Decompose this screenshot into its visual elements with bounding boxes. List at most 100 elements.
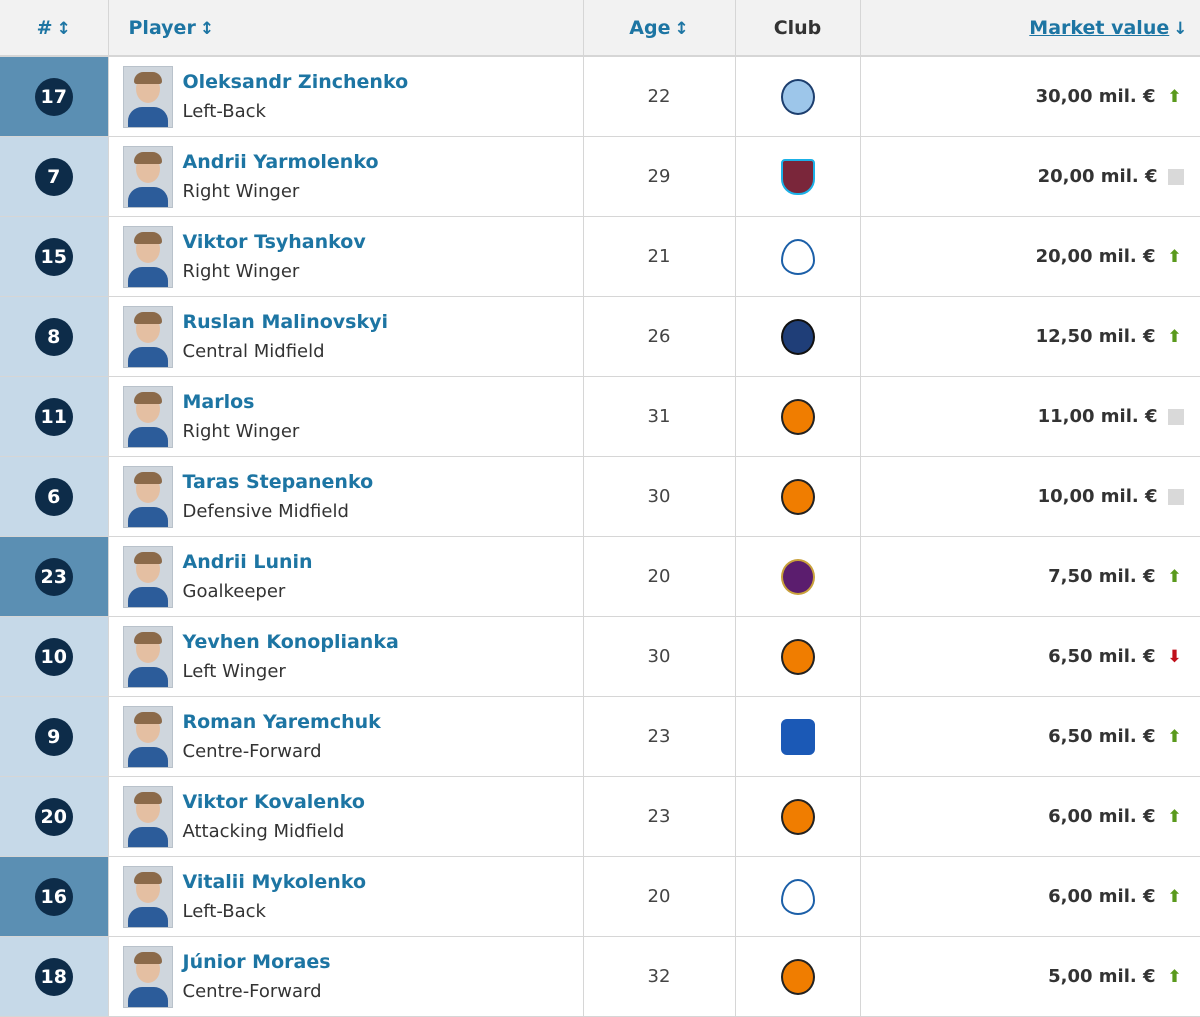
player-name-link[interactable]: Andrii Lunin [182,550,313,573]
shirt-number-cell: 16 [0,856,109,937]
player-photo[interactable] [122,625,173,688]
player-photo[interactable] [122,785,173,848]
market-value[interactable]: 6,00 mil. € [1048,886,1156,907]
player-name-link[interactable]: Viktor Kovalenko [182,790,365,813]
age-cell: 29 [583,136,736,217]
col-header-number[interactable]: # ↕ [0,0,109,57]
player-name-link[interactable]: Viktor Tsyhankov [182,230,366,253]
shirt-number-cell: 10 [0,616,109,697]
table-row: 10 Yevhen Konoplianka Left Winger 30 6,5… [0,616,1200,697]
trend-unchanged-icon [1167,489,1184,505]
market-value-cell: 6,00 mil. € ⬆ [860,776,1200,857]
col-header-player[interactable]: Player ↕ [108,0,584,57]
shakhtar-crest-icon[interactable] [780,398,815,435]
market-value[interactable]: 20,00 mil. € [1037,166,1158,187]
table-row: 15 Viktor Tsyhankov Right Winger 21 20,0… [0,216,1200,297]
table-row: 8 Ruslan Malinovskyi Central Midfield 26… [0,296,1200,377]
market-value[interactable]: 5,00 mil. € [1048,966,1156,987]
player-name-link[interactable]: Roman Yaremchuk [182,710,381,733]
shakhtar-crest-icon[interactable] [780,798,815,835]
player-name-link[interactable]: Yevhen Konoplianka [182,630,399,653]
trend-unchanged-icon [1167,409,1184,425]
player-photo[interactable] [122,705,173,768]
player-position: Defensive Midfield [182,500,349,522]
player-cell: Roman Yaremchuk Centre-Forward [108,696,584,777]
table-row: 17 Oleksandr Zinchenko Left-Back 22 30,0… [0,56,1200,137]
market-value[interactable]: 12,50 mil. € [1035,326,1156,347]
market-value[interactable]: 11,00 mil. € [1037,406,1158,427]
atalanta-crest-icon[interactable] [780,318,815,355]
player-name-link[interactable]: Júnior Moraes [182,950,331,973]
trend-up-icon: ⬆ [1167,887,1182,907]
trend-up-icon: ⬆ [1167,967,1182,987]
market-value[interactable]: 20,00 mil. € [1035,246,1156,267]
table-row: 7 Andrii Yarmolenko Right Winger 29 20,0… [0,136,1200,217]
manchester-city-crest-icon[interactable] [780,78,815,115]
shakhtar-crest-icon[interactable] [780,958,815,995]
market-value-cell: 6,00 mil. € ⬆ [860,856,1200,937]
age-cell: 31 [583,376,736,457]
player-name-link[interactable]: Oleksandr Zinchenko [182,70,409,93]
player-name-link[interactable]: Andrii Yarmolenko [182,150,379,173]
kaa-gent-crest-icon[interactable] [780,718,815,755]
table-row: 18 Júnior Moraes Centre-Forward 32 5,00 … [0,936,1200,1017]
market-value[interactable]: 30,00 mil. € [1035,86,1156,107]
player-photo[interactable] [122,145,173,208]
dynamo-kyiv-crest-icon[interactable] [780,238,815,275]
player-position: Left Winger [182,660,286,682]
market-value[interactable]: 6,00 mil. € [1048,806,1156,827]
player-position: Central Midfield [182,340,325,362]
player-position: Centre-Forward [182,740,322,762]
shakhtar-crest-icon[interactable] [780,478,815,515]
age-cell: 23 [583,696,736,777]
col-header-market-value[interactable]: Market value ↓ [860,0,1200,57]
player-photo[interactable] [122,545,173,608]
market-value[interactable]: 7,50 mil. € [1048,566,1156,587]
age-cell: 20 [583,536,736,617]
market-value[interactable]: 6,50 mil. € [1048,726,1156,747]
player-photo[interactable] [122,225,173,288]
player-photo[interactable] [122,305,173,368]
table-row: 20 Viktor Kovalenko Attacking Midfield 2… [0,776,1200,857]
shirt-number-badge: 10 [34,637,73,676]
market-value[interactable]: 6,50 mil. € [1048,646,1156,667]
player-photo[interactable] [122,945,173,1008]
table-row: 23 Andrii Lunin Goalkeeper 20 7,50 mil. … [0,536,1200,617]
shakhtar-crest-icon[interactable] [780,638,815,675]
player-photo[interactable] [122,385,173,448]
player-name-link[interactable]: Marlos [182,390,255,413]
table-header: # ↕ Player ↕ Age ↕ Club Market value ↓ [0,0,1200,57]
market-value[interactable]: 10,00 mil. € [1037,486,1158,507]
club-cell [735,776,861,857]
shirt-number-cell: 7 [0,136,109,217]
player-photo[interactable] [122,65,173,128]
shirt-number-badge: 20 [34,797,73,836]
shirt-number-badge: 23 [34,557,73,596]
shirt-number-badge: 7 [34,157,73,196]
player-name-link[interactable]: Taras Stepanenko [182,470,374,493]
player-position: Attacking Midfield [182,820,345,842]
player-photo[interactable] [122,465,173,528]
sort-desc-icon: ↓ [1173,18,1188,39]
player-cell: Vitalii Mykolenko Left-Back [108,856,584,937]
shirt-number-cell: 17 [0,56,109,137]
table-row: 9 Roman Yaremchuk Centre-Forward 23 6,50… [0,696,1200,777]
market-value-sort-link[interactable]: Market value [1029,16,1170,39]
market-value-cell: 10,00 mil. € [860,456,1200,537]
player-cell: Júnior Moraes Centre-Forward [108,936,584,1017]
sort-icon: ↕ [674,18,689,39]
player-photo[interactable] [122,865,173,928]
club-cell [735,936,861,1017]
shirt-number-cell: 20 [0,776,109,857]
player-name-link[interactable]: Vitalii Mykolenko [182,870,367,893]
col-header-age[interactable]: Age ↕ [583,0,736,57]
trend-down-icon: ⬇ [1167,647,1182,667]
real-valladolid-crest-icon[interactable] [780,558,815,595]
age-cell: 23 [583,776,736,857]
dynamo-kyiv-crest-icon[interactable] [780,878,815,915]
shirt-number-badge: 17 [34,77,73,116]
player-name-link[interactable]: Ruslan Malinovskyi [182,310,389,333]
market-value-cell: 30,00 mil. € ⬆ [860,56,1200,137]
west-ham-crest-icon[interactable] [780,158,815,195]
